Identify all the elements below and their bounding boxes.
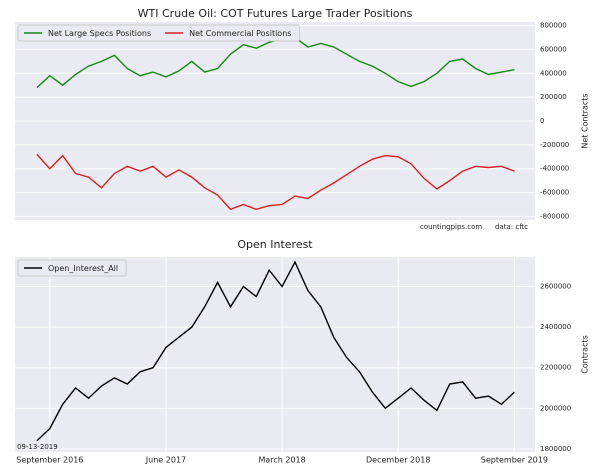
chart-title: WTI Crude Oil: COT Futures Large Trader … bbox=[138, 7, 413, 20]
y-axis-label: Net Contracts bbox=[581, 93, 590, 148]
y-tick-label: 2600000 bbox=[540, 282, 571, 290]
x-tick-label: December 2018 bbox=[366, 456, 430, 465]
chart-title: Open Interest bbox=[237, 238, 313, 251]
y-tick-label: 2000000 bbox=[540, 404, 571, 412]
x-tick-label: March 2018 bbox=[258, 456, 305, 465]
y-tick-label: 800000 bbox=[540, 22, 567, 30]
y-tick-label: -800000 bbox=[540, 212, 569, 220]
y-tick-label: 600000 bbox=[540, 45, 567, 53]
y-tick-label: 2200000 bbox=[540, 364, 571, 372]
legend-box bbox=[17, 259, 127, 277]
plot-area bbox=[15, 257, 535, 452]
y-tick-label: 0 bbox=[540, 117, 544, 125]
y-tick-label: -400000 bbox=[540, 165, 569, 173]
legend-label: Net Large Specs Positions bbox=[48, 29, 151, 38]
y-tick-label: -600000 bbox=[540, 189, 569, 197]
x-tick-label: September 2016 bbox=[16, 456, 83, 465]
legend-label: Open_Interest_All bbox=[48, 264, 118, 273]
annotation: countingpips.com bbox=[420, 223, 482, 231]
series-line bbox=[36, 260, 515, 442]
legend-box bbox=[17, 24, 300, 42]
series-line bbox=[36, 153, 515, 211]
annotation: data: cftc bbox=[495, 223, 528, 231]
y-tick-label: 2400000 bbox=[540, 323, 571, 331]
y-tick-label: 200000 bbox=[540, 93, 567, 101]
legend-label: Net Commercial Positions bbox=[189, 29, 291, 38]
y-tick-label: -200000 bbox=[540, 141, 569, 149]
x-tick-label: September 2019 bbox=[481, 456, 548, 465]
y-tick-label: 400000 bbox=[540, 69, 567, 77]
annotation: 09-13-2019 bbox=[17, 443, 58, 451]
y-axis-label: Contracts bbox=[581, 335, 590, 374]
x-tick-label: June 2017 bbox=[145, 456, 186, 465]
y-tick-label: 1800000 bbox=[540, 445, 571, 453]
